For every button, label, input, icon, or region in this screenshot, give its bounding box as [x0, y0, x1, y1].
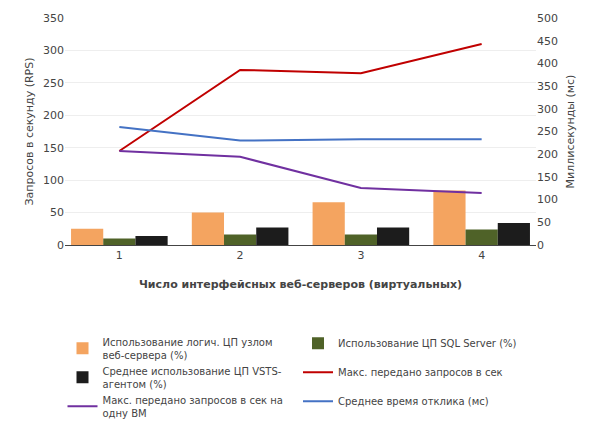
svg-text:2: 2 — [237, 249, 244, 262]
svg-text:1: 1 — [116, 249, 123, 262]
svg-text:0: 0 — [537, 239, 544, 252]
svg-text:150: 150 — [537, 171, 558, 184]
svg-text:200: 200 — [43, 109, 64, 122]
svg-text:3: 3 — [357, 249, 364, 262]
svg-text:300: 300 — [43, 44, 64, 57]
svg-text:400: 400 — [537, 57, 558, 70]
svg-text:350: 350 — [43, 12, 64, 25]
svg-text:150: 150 — [43, 142, 64, 155]
svg-text:Макс. передано запросов в сек: Макс. передано запросов в сек наодну ВМ — [103, 395, 283, 419]
svg-text:100: 100 — [537, 193, 558, 206]
svg-text:Макс. передано запросов в сек: Макс. передано запросов в сек — [338, 367, 503, 378]
svg-text:4: 4 — [478, 249, 485, 262]
svg-text:Использование логич. ЦП узломв: Использование логич. ЦП узломвеб-сервера… — [103, 337, 273, 361]
svg-text:Запросов в секунду (RPS): Запросов в секунду (RPS) — [23, 57, 36, 205]
svg-text:350: 350 — [537, 80, 558, 93]
svg-text:100: 100 — [43, 174, 64, 187]
svg-text:Среднее время отклика (мс): Среднее время отклика (мс) — [338, 396, 489, 407]
svg-text:450: 450 — [537, 35, 558, 48]
svg-text:50: 50 — [50, 206, 64, 219]
svg-text:250: 250 — [537, 125, 558, 138]
svg-text:50: 50 — [537, 216, 551, 229]
svg-text:300: 300 — [537, 103, 558, 116]
svg-text:Использование ЦП SQL Server (%: Использование ЦП SQL Server (%) — [338, 338, 517, 349]
svg-text:250: 250 — [43, 77, 64, 90]
svg-text:Число интерфейсных веб-серверо: Число интерфейсных веб-серверов (виртуал… — [139, 278, 462, 291]
svg-text:200: 200 — [537, 148, 558, 161]
svg-text:Среднее использование ЦП VSTS-: Среднее использование ЦП VSTS-агентом (%… — [103, 366, 282, 390]
svg-text:0: 0 — [57, 239, 64, 252]
svg-text:Миллисекунды (мс): Миллисекунды (мс) — [564, 75, 577, 189]
svg-text:500: 500 — [537, 12, 558, 25]
